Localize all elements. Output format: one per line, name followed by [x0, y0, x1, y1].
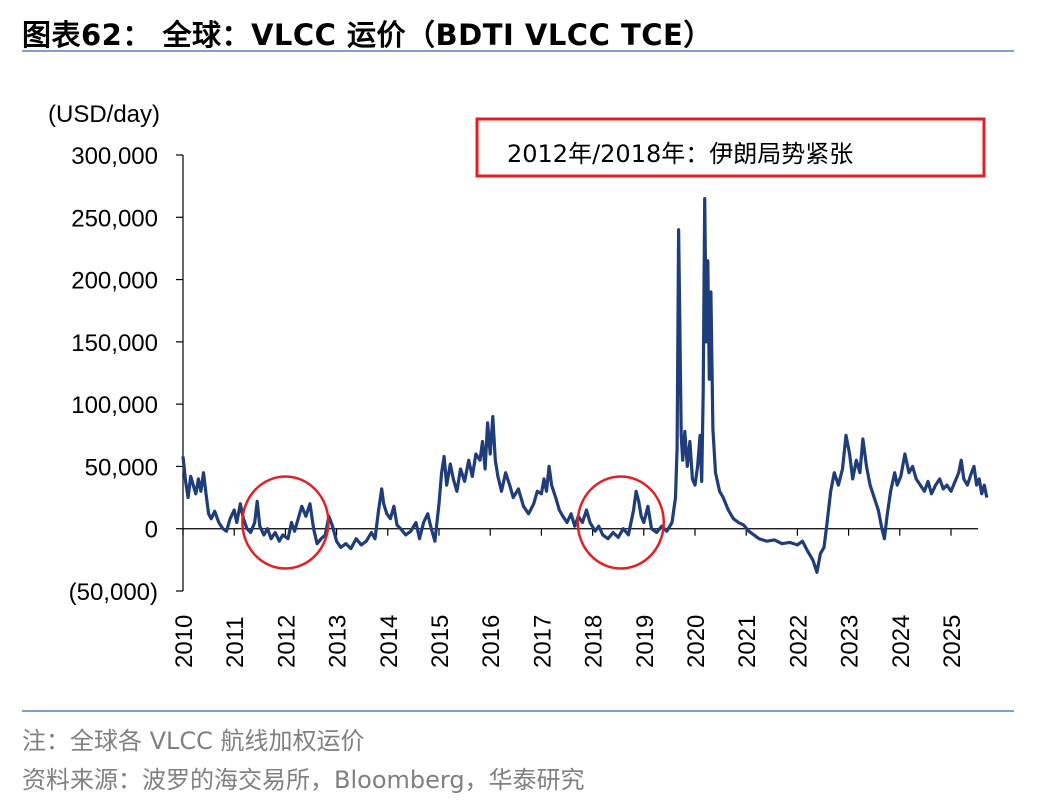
x-tick-label: 2010 [171, 615, 198, 668]
x-tick-label: 2021 [734, 615, 761, 668]
x-tick-label: 2016 [478, 615, 505, 668]
x-tick-label: 2023 [837, 615, 864, 668]
y-tick-label: 0 [145, 517, 158, 544]
x-tick-label: 2017 [529, 615, 556, 668]
y-tick-label: 200,000 [71, 268, 158, 295]
y-tick-label: 100,000 [71, 392, 158, 419]
x-tick-label: 2015 [427, 615, 454, 668]
highlight-circle [576, 475, 666, 570]
y-tick-label: 50,000 [85, 454, 158, 481]
line-chart: (USD/day) 300,000 250,000 200,000 150,000 10… [48, 101, 989, 668]
x-tick-label: 2018 [581, 615, 608, 668]
y-tick-label: 300,000 [71, 143, 158, 170]
x-tick-label: 2014 [376, 615, 403, 668]
y-axis-unit-label: (USD/day) [48, 101, 160, 128]
x-tick-label: 2025 [939, 615, 966, 668]
series-line [181, 197, 989, 574]
footer-divider [22, 710, 1014, 712]
figure-title: 图表62： 全球：VLCC 运价（BDTI VLCC TCE） [22, 18, 713, 52]
highlight-circle [241, 475, 330, 570]
y-tick-label: (50,000) [69, 579, 158, 606]
y-tick-label: 250,000 [71, 205, 158, 232]
x-tick-label: 2019 [632, 615, 659, 668]
title-divider [22, 50, 1014, 52]
x-axis: 2010 2011 2012 2013 2014 2015 2016 2017 2018 2019… [171, 528, 978, 668]
x-tick-label: 2022 [785, 615, 812, 668]
y-tick-label: 150,000 [71, 330, 158, 357]
x-tick-label: 2020 [683, 615, 710, 668]
annotation-text: 2012年/2018年：伊朗局势紧张 [507, 140, 853, 168]
x-tick-label: 2024 [888, 615, 915, 668]
x-tick-label: 2012 [273, 615, 300, 668]
x-tick-label: 2013 [325, 615, 352, 668]
annotation-box: 2012年/2018年：伊朗局势紧张 [475, 117, 986, 178]
chart-source: 资料来源：波罗的海交易所，Bloomberg，华泰研究 [22, 766, 585, 794]
highlight-circles [241, 475, 666, 570]
y-axis: 300,000 250,000 200,000 150,000 100,000 50,00… [69, 143, 184, 606]
x-tick-label: 2011 [222, 616, 249, 668]
chart-note: 注：全球各 VLCC 航线加权运价 [22, 727, 365, 755]
